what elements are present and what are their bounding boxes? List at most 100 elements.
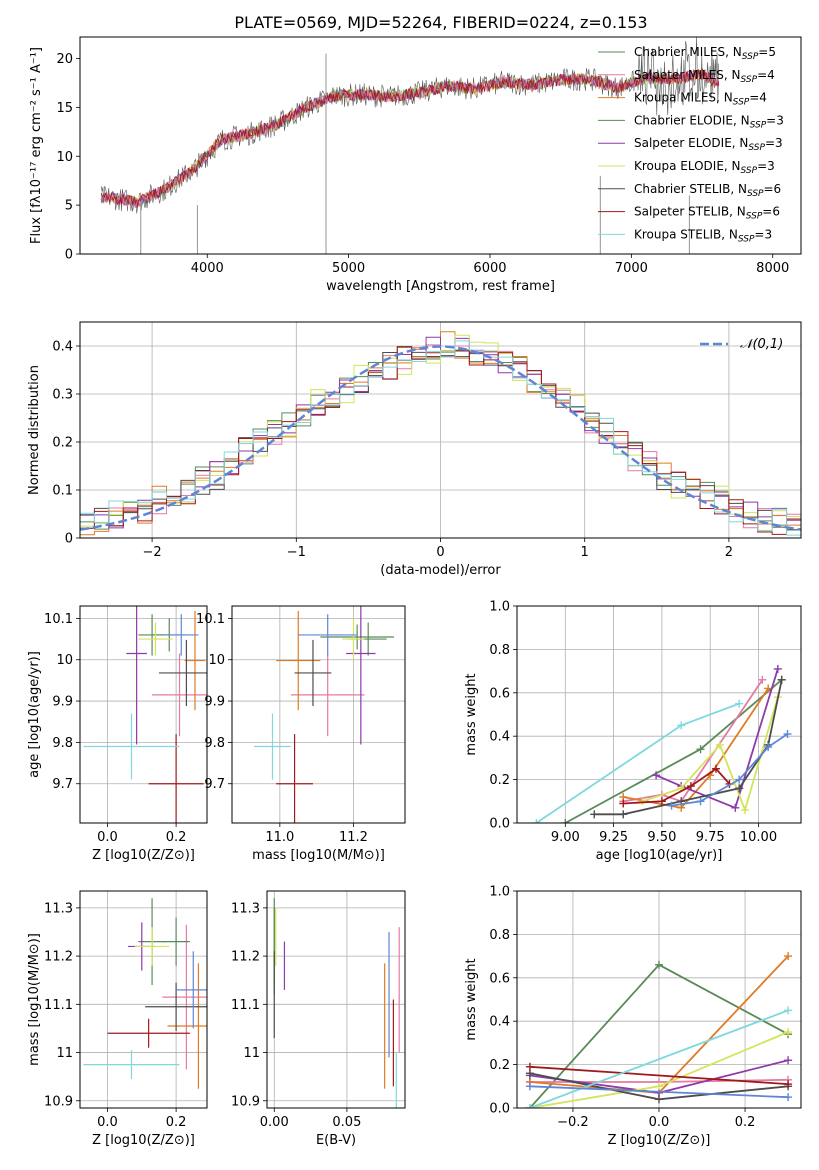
- y-tick-label: 9.9: [52, 695, 73, 710]
- legend-label: Chabrier MILES, NSSP=5: [634, 45, 776, 62]
- legend-sub: SSP: [750, 120, 767, 130]
- y-tick-label: 0.0: [489, 1102, 510, 1117]
- x-tick-label: −0.2: [557, 1115, 589, 1130]
- y-tick-label: 10.1: [196, 612, 225, 627]
- x-tick-label: 9.50: [647, 830, 676, 845]
- legend-value: =3: [766, 113, 784, 127]
- panel-mass-vs-ebv: 0.00 0.05 10.9 11 11.1 11.2 11.3 E(B-V): [231, 890, 406, 1148]
- x-axis-label: (data-model)/error: [380, 563, 501, 578]
- y-tick-label: 10: [208, 653, 225, 668]
- panel-spectrum: 4000 5000 6000 7000 8000 0 5 10 15 20 wavelength […: [29, 36, 802, 294]
- y-tick-label: 11: [243, 1046, 260, 1061]
- x-tick-label: 0: [436, 545, 444, 560]
- panel-age-vs-Z: 0.0 0.2 9.7 9.8 9.9 10 10.1 Z [log10(Z/Z⊙)] age …: [27, 605, 208, 863]
- series-line: [564, 679, 783, 823]
- plot-area: [80, 331, 801, 536]
- axes-frame: [231, 605, 406, 824]
- axes-frame: [516, 890, 802, 1109]
- y-tick-label: 0.3: [52, 388, 73, 403]
- series-line: [623, 679, 764, 803]
- legend-nssp: N: [738, 182, 747, 196]
- y-tick-label: 15: [56, 101, 73, 116]
- x-tick-label: 11.0: [265, 830, 294, 845]
- y-tick-label: 11: [56, 1046, 73, 1061]
- y-tick-label: 0.0: [489, 817, 510, 832]
- panel-massweight-vs-age: 9.00 9.25 9.50 9.75 10.00 0.0 0.2 0.4 0.6 0.8 1.0 a…: [464, 600, 802, 863]
- x-tick-label: 8000: [756, 261, 789, 276]
- legend-nssp: N: [737, 205, 746, 219]
- x-tick-label: 10.00: [740, 830, 777, 845]
- plot-area: [254, 606, 394, 823]
- legend-label: Kroupa ELODIE, NSSP=3: [634, 159, 775, 176]
- y-axis-label: mass weight: [464, 673, 479, 755]
- panel-massweight-vs-Z: −0.2 0.0 0.2 0.0 0.2 0.4 0.6 0.8 1.0 Z [log10(Z/Z…: [464, 885, 802, 1148]
- legend-sub: SSP: [741, 166, 758, 176]
- legend-label: Chabrier STELIB, NSSP=6: [634, 182, 781, 199]
- series-line: [623, 687, 769, 809]
- spectrum-line-1: [100, 69, 720, 209]
- legend-sub: SSP: [742, 52, 759, 62]
- y-tick-label: 0.2: [489, 773, 510, 788]
- legend: Chabrier MILES, NSSP=5 Salpeter MILES, NS…: [598, 45, 784, 244]
- legend-value: =3: [754, 227, 772, 241]
- spectrum-line-7: [100, 68, 720, 207]
- plot-area: [525, 952, 793, 1108]
- x-axis-label: Z [log10(Z/Z⊙)]: [92, 1133, 195, 1148]
- legend-sub: SSP: [746, 212, 763, 222]
- y-axis-label: Normed distribution: [27, 365, 42, 495]
- panel-residuals: −2 −1 0 1 2 0 0.1 0.2 0.3 0.4 (data-model)/error No…: [27, 321, 802, 578]
- legend-nssp: N: [729, 227, 738, 241]
- x-axis-label: wavelength [Angstrom, rest frame]: [326, 279, 555, 294]
- series-line: [655, 668, 779, 809]
- spectrum-line-6: [100, 37, 719, 214]
- legend-value: =4: [757, 68, 775, 82]
- x-tick-label: 0.00: [260, 1115, 289, 1130]
- y-tick-label: 10: [56, 653, 73, 668]
- x-tick-label: 0.2: [166, 830, 187, 845]
- x-axis-label: E(B-V): [316, 1133, 356, 1148]
- legend-value: =5: [758, 45, 776, 59]
- plot-area: [100, 37, 720, 254]
- y-tick-label: 1.0: [489, 600, 510, 615]
- plot-area: [83, 898, 207, 1089]
- y-tick-label: 11.3: [231, 901, 260, 916]
- series-line: [535, 702, 740, 823]
- x-tick-label: 0.0: [649, 1115, 670, 1130]
- legend-nssp: N: [741, 113, 750, 127]
- legend-value: =3: [765, 136, 783, 150]
- y-tick-label: 11.2: [231, 950, 260, 965]
- axes-frame: [79, 36, 802, 255]
- y-tick-label: 0.4: [489, 1015, 510, 1030]
- panel-mass-vs-Z: 0.0 0.2 10.9 11 11.1 11.2 11.3 Z [log10(Z/Z⊙)] m…: [27, 890, 208, 1148]
- y-tick-label: 0: [65, 248, 73, 263]
- y-tick-label: 0: [65, 532, 73, 547]
- x-tick-label: 2: [725, 545, 733, 560]
- legend-label: Kroupa MILES, NSSP=4: [634, 91, 767, 108]
- legend-label: Salpeter ELODIE, NSSP=3: [634, 136, 783, 153]
- histogram-series-8: [80, 340, 801, 536]
- legend: 𝒩(0,1): [700, 337, 783, 352]
- x-axis-label: Z [log10(Z/Z⊙)]: [92, 848, 195, 863]
- y-axis-label: mass [log10(M/M⊙)]: [27, 933, 42, 1066]
- y-tick-label: 10.9: [44, 1094, 73, 1109]
- legend-value: =6: [764, 182, 782, 196]
- y-tick-label: 0.6: [489, 686, 510, 701]
- y-tick-label: 10.1: [44, 612, 73, 627]
- legend-nssp: N: [732, 68, 741, 82]
- y-tick-label: 0.8: [489, 643, 510, 658]
- y-tick-label: 1.0: [489, 885, 510, 900]
- x-tick-label: 9.00: [551, 830, 580, 845]
- x-tick-label: 9.25: [599, 830, 628, 845]
- y-tick-label: 9.9: [204, 695, 225, 710]
- legend-label: Kroupa STELIB, NSSP=3: [634, 227, 772, 244]
- x-tick-label: 0.0: [97, 830, 118, 845]
- legend-sub: SSP: [738, 234, 755, 244]
- y-tick-label: 9.8: [204, 736, 225, 751]
- series-line: [529, 1085, 789, 1099]
- plot-area: [273, 898, 400, 1108]
- axes-frame: [266, 890, 406, 1109]
- x-tick-label: −1: [287, 545, 306, 560]
- x-tick-label: 0.2: [166, 1115, 187, 1130]
- x-tick-label: 11.2: [339, 830, 368, 845]
